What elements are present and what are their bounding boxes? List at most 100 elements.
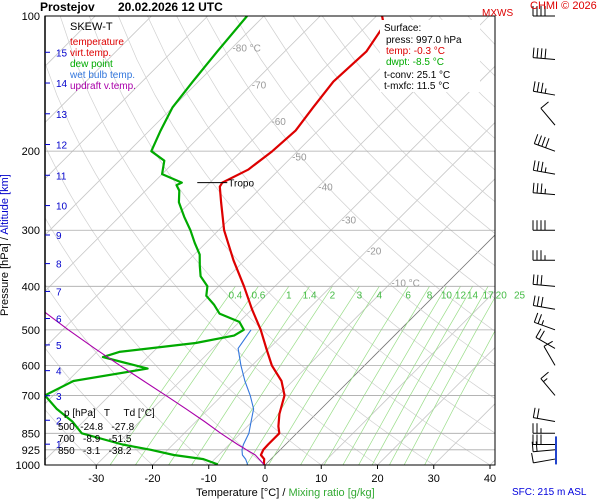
wind-barb-staff bbox=[533, 57, 556, 61]
wind-barb-staff bbox=[543, 346, 556, 366]
dry-adiabat-line bbox=[118, 16, 495, 434]
axes: -30 -20 -10 0 10 20 30 40 100 200 300 400 500 600 700 8… bbox=[16, 11, 497, 485]
levels-table-header: p [hPa] T Td [°C] bbox=[64, 408, 155, 419]
wind-barb-staff bbox=[540, 378, 556, 396]
credit-label: CHMI © 2026 bbox=[530, 0, 597, 12]
wind-barb-flag bbox=[540, 371, 549, 379]
isotherm-line bbox=[546, 16, 600, 465]
mixing-ratio-label: 17 bbox=[482, 290, 494, 301]
mixing-ratio-label: 6 bbox=[405, 290, 411, 301]
x-axis-title-mix: Mixing ratio [g/kg] bbox=[288, 487, 375, 499]
wind-barb-flag bbox=[532, 160, 536, 171]
mixing-ratio-line bbox=[403, 296, 495, 465]
dry-adiabat-line bbox=[263, 16, 495, 267]
pressure-grid bbox=[45, 150, 495, 451]
mixing-ratio-line bbox=[342, 286, 447, 465]
y-tick-label: 850 bbox=[22, 428, 40, 440]
mixing-ratio-line bbox=[168, 286, 290, 465]
temperature-line bbox=[218, 16, 385, 465]
wind-barb-flag bbox=[536, 47, 539, 58]
mixing-ratio-line bbox=[191, 286, 310, 465]
isotherm-line bbox=[45, 16, 377, 349]
wind-barb-flag bbox=[540, 101, 549, 109]
wind-barb-flag bbox=[543, 340, 553, 347]
mixing-ratio-line bbox=[268, 286, 380, 465]
wind-barb-flag bbox=[532, 47, 535, 58]
altitude-label: 1 bbox=[56, 440, 62, 451]
wind-barb bbox=[532, 295, 556, 310]
wind-barb-flag bbox=[537, 135, 542, 146]
mixing-ratio-label: 0.4 bbox=[228, 290, 242, 301]
altitude-label: 7 bbox=[56, 287, 62, 298]
x-tick-label: 0 bbox=[262, 473, 268, 485]
altitude-label: 9 bbox=[56, 231, 62, 242]
wind-barb-staff bbox=[533, 192, 556, 196]
wind-barb-staff bbox=[533, 90, 556, 96]
wind-barb-staff bbox=[533, 304, 556, 310]
wind-barb-staff bbox=[535, 336, 556, 349]
wind-barb bbox=[532, 423, 555, 434]
wind-barb bbox=[532, 220, 555, 231]
altitude-label: 15 bbox=[56, 48, 68, 59]
wind-barb-flag bbox=[536, 274, 539, 285]
levels-table: p [hPa] T Td [°C] 500 -24.8 -27.8 700 -8… bbox=[56, 408, 155, 458]
levels-table-row: 850 -3.1 -38.2 bbox=[58, 446, 132, 457]
wind-barb-flag bbox=[536, 82, 540, 93]
wind-barb-flag bbox=[541, 136, 546, 147]
mixing-ratio-line bbox=[246, 286, 360, 465]
surface-title: Surface: bbox=[384, 23, 422, 34]
levels-table-row: 700 -8.9 -51.5 bbox=[58, 434, 132, 445]
wind-barb-staff bbox=[533, 458, 556, 464]
dry-adiabat-line bbox=[526, 16, 600, 465]
wind-barb bbox=[540, 371, 556, 396]
mixing-ratio-line bbox=[216, 286, 333, 465]
wind-barb bbox=[533, 134, 556, 152]
y-axis-title-altitude: Altitude [km] bbox=[0, 174, 11, 235]
dry-adiabat-line bbox=[234, 16, 495, 299]
isotherm-line bbox=[377, 346, 495, 465]
x-tick-label: 20 bbox=[371, 473, 383, 485]
mixing-ratio-line bbox=[109, 286, 236, 465]
wind-barb-flag bbox=[532, 295, 536, 306]
surface-tmxfc: t-mxfc: 11.5 °C bbox=[384, 81, 450, 92]
x-tick-label: -30 bbox=[88, 473, 104, 485]
wind-barb-staff bbox=[534, 321, 556, 331]
surface-press: press: 997.0 hPa bbox=[386, 35, 462, 46]
dry-adiabat-line bbox=[555, 16, 600, 465]
wind-barb-flag bbox=[532, 407, 536, 418]
mixing-ratio-line bbox=[358, 286, 461, 465]
dry-adiabat-line bbox=[467, 16, 495, 46]
wind-barb bbox=[532, 182, 556, 196]
isotherm-line bbox=[45, 16, 152, 124]
y-tick-label: 500 bbox=[22, 325, 40, 337]
altitude-label: 13 bbox=[56, 110, 68, 121]
mixing-ratio-line bbox=[424, 330, 495, 465]
x-tick-label: 10 bbox=[315, 473, 327, 485]
legend-temperature: temperature bbox=[70, 37, 124, 48]
wind-barb bbox=[532, 407, 556, 422]
legend-dew-point: dew point bbox=[70, 59, 113, 70]
wind-barb-flag bbox=[544, 48, 547, 59]
wind-barb bbox=[535, 328, 556, 349]
wind-barb-staff bbox=[533, 449, 556, 453]
wind-barbs bbox=[531, 6, 557, 465]
wind-barb bbox=[532, 81, 556, 96]
mixing-ratio-label: 12 bbox=[455, 290, 467, 301]
wind-barb-flag bbox=[531, 452, 534, 463]
mixing-ratio-label: 8 bbox=[427, 290, 433, 301]
mixing-ratio-line bbox=[300, 286, 409, 465]
isotherm-label: -60 bbox=[271, 117, 286, 128]
dry-adiabat-line bbox=[176, 16, 495, 366]
y-tick-label: 925 bbox=[22, 445, 40, 457]
altitude-label: 5 bbox=[56, 341, 62, 352]
wind-barb-flag bbox=[533, 312, 539, 323]
y-tick-label: 700 bbox=[22, 390, 40, 402]
y-tick-label: 100 bbox=[22, 11, 40, 23]
altitude-label: 14 bbox=[56, 79, 68, 90]
wind-barb-staff bbox=[533, 283, 556, 287]
isotherm-label: -10 °C bbox=[391, 278, 419, 289]
wind-barb-flag bbox=[535, 441, 538, 452]
isotherm-label: -30 bbox=[342, 216, 357, 227]
wind-barb-flag bbox=[543, 378, 548, 383]
mixing-ratio-label: 14 bbox=[467, 290, 479, 301]
